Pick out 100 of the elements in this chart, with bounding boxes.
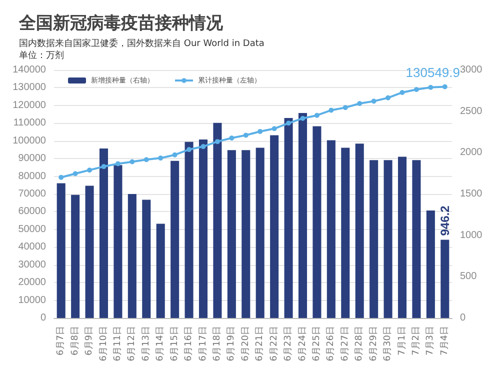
y-tick-label: 50000 bbox=[18, 224, 46, 235]
bar bbox=[156, 224, 165, 318]
bar bbox=[184, 142, 194, 318]
x-tick-label: 6月17日 bbox=[198, 326, 208, 362]
bar bbox=[198, 139, 208, 318]
bar bbox=[384, 160, 392, 318]
point bbox=[72, 171, 78, 176]
x-tick-label: 6月26日 bbox=[326, 326, 336, 362]
bar bbox=[114, 165, 122, 318]
y2-tick-label: 0 bbox=[460, 312, 466, 324]
y-tick-label: 70000 bbox=[18, 188, 46, 200]
point bbox=[130, 159, 135, 164]
bar bbox=[412, 160, 421, 318]
y2-tick-label: 3000 bbox=[460, 64, 483, 76]
point bbox=[272, 126, 277, 132]
point bbox=[428, 84, 434, 90]
data-label: 946.2 bbox=[438, 205, 452, 236]
bar bbox=[99, 148, 108, 318]
x-tick-label: 6月20日 bbox=[240, 326, 251, 362]
x-tick-label: 6月30日 bbox=[383, 326, 394, 362]
point bbox=[200, 144, 206, 150]
x-tick-label: 6月10日 bbox=[98, 326, 109, 362]
y2-tick-label: 2000 bbox=[460, 147, 483, 158]
y-tick-label: 90000 bbox=[18, 153, 46, 164]
y-tick-label: 130000 bbox=[12, 82, 46, 94]
y-tick-label: 110000 bbox=[13, 118, 46, 129]
y2-tick-label: 1500 bbox=[460, 188, 483, 200]
point bbox=[258, 128, 263, 134]
bar bbox=[142, 200, 151, 318]
x-tick-label: 7月2日 bbox=[411, 326, 422, 356]
bar bbox=[341, 148, 350, 318]
x-tick-label: 6月8日 bbox=[70, 326, 80, 356]
data-label: 130549.9 bbox=[406, 65, 460, 80]
x-tick-label: 6月14日 bbox=[156, 326, 166, 362]
y-tick-label: 100000 bbox=[12, 135, 46, 146]
x-tick-label: 6月16日 bbox=[184, 326, 194, 362]
point bbox=[300, 116, 306, 121]
point bbox=[58, 174, 64, 180]
y2-tick-label: 1000 bbox=[460, 230, 483, 241]
bar bbox=[270, 135, 279, 318]
y-tick-label: 10000 bbox=[18, 294, 46, 306]
point bbox=[87, 168, 92, 173]
bar bbox=[128, 194, 136, 318]
x-tick-label: 6月11日 bbox=[112, 326, 123, 362]
y2-tick-label: 2500 bbox=[460, 106, 483, 117]
bar bbox=[227, 150, 236, 318]
point bbox=[357, 100, 362, 106]
point bbox=[115, 161, 120, 166]
point bbox=[243, 132, 248, 138]
point bbox=[214, 139, 220, 144]
x-tick-label: 6月28日 bbox=[354, 326, 365, 362]
x-tick-label: 6月29日 bbox=[368, 326, 379, 362]
y-tick-label: 120000 bbox=[12, 100, 46, 111]
point bbox=[371, 98, 376, 104]
y-tick-label: 30000 bbox=[18, 259, 46, 270]
point bbox=[342, 105, 348, 110]
y-tick-label: 140000 bbox=[12, 64, 46, 76]
x-tick-label: 7月3日 bbox=[426, 326, 436, 356]
chart-title: 全国新冠病毒疫苗接种情况 bbox=[18, 14, 224, 34]
x-tick-label: 6月15日 bbox=[170, 326, 180, 362]
bar bbox=[326, 140, 336, 318]
y2-tick-label: 500 bbox=[460, 271, 478, 282]
bar bbox=[71, 194, 80, 318]
point bbox=[229, 136, 234, 141]
x-tick-label: 6月24日 bbox=[298, 326, 308, 362]
x-tick-label: 6月27日 bbox=[340, 326, 350, 362]
point bbox=[386, 95, 391, 100]
x-tick-label: 6月9日 bbox=[84, 326, 95, 356]
x-tick-label: 6月22日 bbox=[269, 326, 280, 362]
bar bbox=[213, 122, 222, 318]
x-tick-label: 6月21日 bbox=[255, 326, 266, 362]
point bbox=[442, 84, 448, 90]
x-tick-label: 6月23日 bbox=[284, 326, 294, 362]
x-tick-label: 6月19日 bbox=[226, 326, 237, 362]
bar bbox=[312, 126, 322, 318]
y-tick-label: 0 bbox=[40, 312, 46, 324]
x-tick-label: 6月18日 bbox=[212, 326, 222, 362]
x-tick-label: 7月1日 bbox=[397, 326, 408, 356]
bar bbox=[56, 183, 66, 318]
point bbox=[314, 112, 320, 118]
point bbox=[101, 164, 106, 170]
point bbox=[172, 152, 178, 158]
bar bbox=[284, 118, 293, 318]
point bbox=[144, 157, 149, 162]
point bbox=[328, 108, 334, 113]
point bbox=[158, 156, 164, 161]
x-tick-label: 6月25日 bbox=[312, 326, 322, 362]
bar bbox=[242, 150, 250, 318]
y-tick-label: 20000 bbox=[18, 277, 46, 288]
point bbox=[286, 120, 292, 126]
x-tick-label: 6月12日 bbox=[127, 326, 138, 362]
y-tick-label: 60000 bbox=[18, 206, 46, 218]
bar bbox=[426, 210, 435, 318]
bar bbox=[256, 148, 264, 318]
point bbox=[414, 86, 419, 92]
bar bbox=[355, 144, 364, 318]
x-tick-label: 7月4日 bbox=[440, 326, 450, 356]
bar bbox=[170, 160, 180, 318]
point bbox=[400, 90, 405, 95]
chart-subtitle: 国内数据来自国家卫健委，国外数据来自 Our World in Data 单位：万剂 bbox=[19, 38, 264, 61]
